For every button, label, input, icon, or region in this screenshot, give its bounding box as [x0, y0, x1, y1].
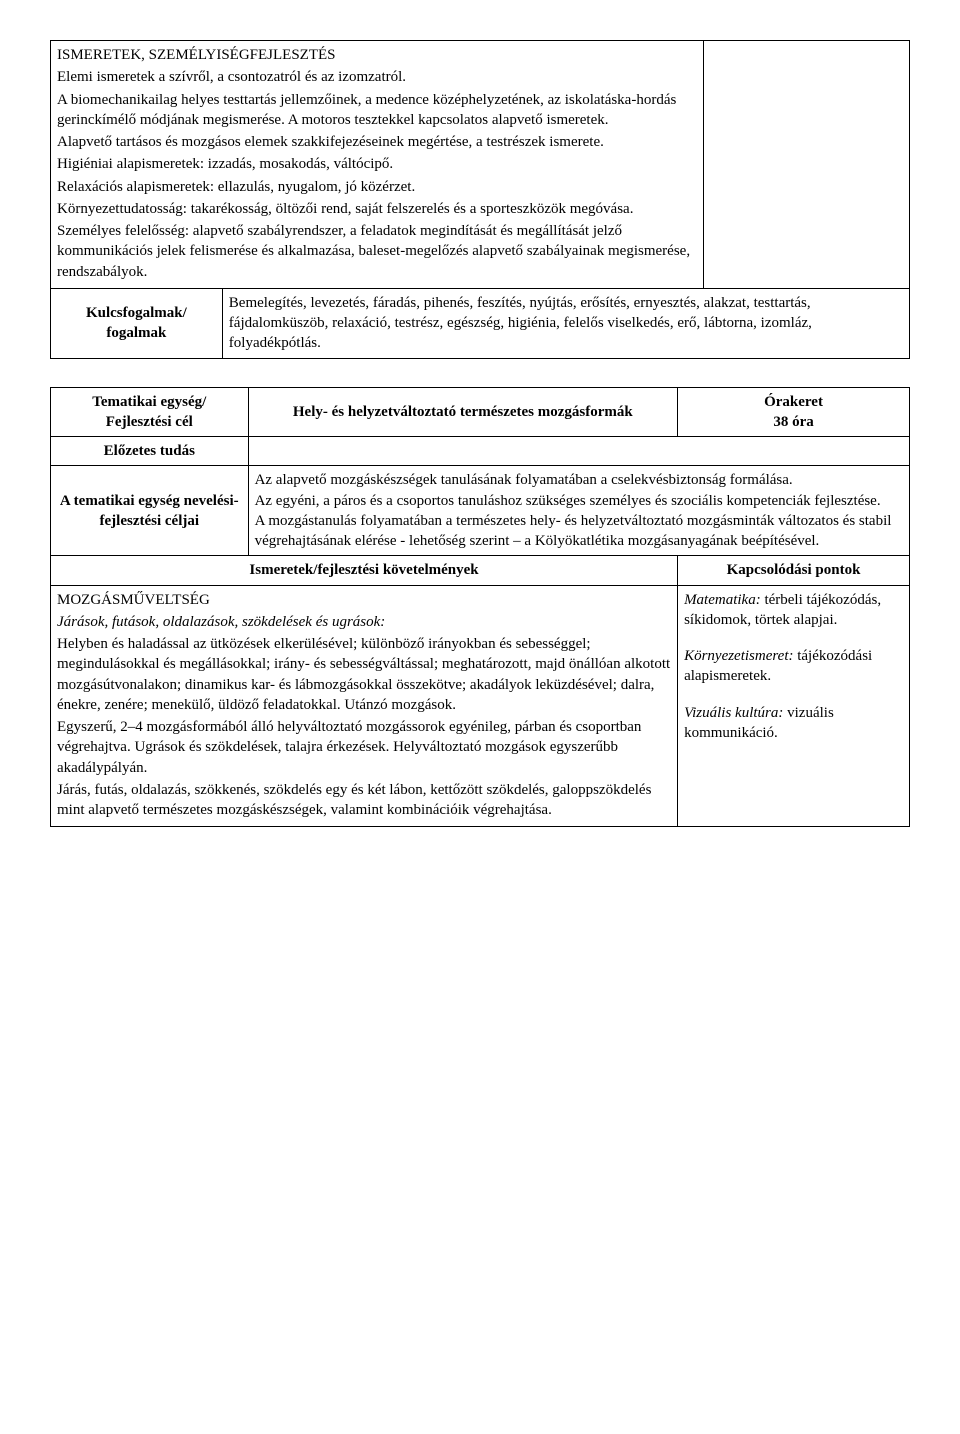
mid-r3-c2: Az alapvető mozgáskészségek tanulásának …	[248, 466, 909, 556]
kap-3: Vizuális kultúra: vizuális kommunikáció.	[684, 703, 903, 744]
mid-r1-c1: Tematikai egység/ Fejlesztési cél	[51, 387, 249, 437]
kap-3-i: Vizuális kultúra:	[684, 705, 783, 721]
spacer-2	[684, 689, 903, 703]
mid-r4-c2: Kapcsolódási pontok	[678, 556, 910, 585]
mozg-p1: Helyben és haladással az ütközések elker…	[57, 634, 671, 715]
mozg-sub1: Járások, futások, oldalazások, szökdelés…	[57, 612, 671, 632]
ism-p2: A biomechanikailag helyes testtartás jel…	[57, 90, 697, 131]
mid-r2-empty	[248, 437, 909, 466]
mozg-p2: Egyszerű, 2–4 mozgásformából álló helyvá…	[57, 717, 671, 778]
mid-r1-c3: Órakeret 38 óra	[678, 387, 910, 437]
mozg-p3: Járás, futás, oldalazás, szökkenés, szök…	[57, 780, 671, 821]
kap-1-i: Matematika:	[684, 592, 761, 608]
kap-1: Matematika: térbeli tájékozódás, síkidom…	[684, 590, 903, 631]
top-row-1: ISMERETEK, SZEMÉLYISÉGFEJLESZTÉS Elemi i…	[51, 41, 910, 289]
ism-p5: Relaxációs alapismeretek: ellazulás, nyu…	[57, 177, 697, 197]
mid-row-1: Tematikai egység/ Fejlesztési cél Hely- …	[51, 387, 910, 437]
mid-row-3: A tematikai egység nevelési-fejlesztési …	[51, 466, 910, 556]
mid-r2-c1: Előzetes tudás	[51, 437, 249, 466]
ism-heading: ISMERETEK, SZEMÉLYISÉGFEJLESZTÉS	[57, 45, 697, 65]
mid-r5-right: Matematika: térbeli tájékozódás, síkidom…	[678, 585, 910, 827]
top-row-2: Kulcsfogalmak/ fogalmak Bemelegítés, lev…	[51, 288, 910, 358]
mid-r3-c1: A tematikai egység nevelési-fejlesztési …	[51, 466, 249, 556]
mid-row-2: Előzetes tudás	[51, 437, 910, 466]
kulcsfogalmak-text: Bemelegítés, levezetés, fáradás, pihenés…	[222, 288, 909, 358]
top-table: ISMERETEK, SZEMÉLYISÉGFEJLESZTÉS Elemi i…	[50, 40, 910, 359]
mid-r1-c2: Hely- és helyzetváltoztató természetes m…	[248, 387, 678, 437]
top-r1-empty	[703, 41, 909, 289]
ism-p1: Elemi ismeretek a szívről, a csontozatró…	[57, 67, 697, 87]
mid-r4-c1: Ismeretek/fejlesztési követelmények	[51, 556, 678, 585]
ism-p4: Higiéniai alapismeretek: izzadás, mosako…	[57, 154, 697, 174]
ism-p6: Környezettudatosság: takarékosság, öltöz…	[57, 199, 697, 219]
mozg-heading: MOZGÁSMŰVELTSÉG	[57, 590, 671, 610]
ism-p3: Alapvető tartásos és mozgásos elemek sza…	[57, 132, 697, 152]
kap-2: Környezetismeret: tájékozódási alapismer…	[684, 646, 903, 687]
kap-2-i: Környezetismeret:	[684, 648, 793, 664]
mid-row-5: MOZGÁSMŰVELTSÉG Járások, futások, oldala…	[51, 585, 910, 827]
ism-p7: Személyes felelősség: alapvető szabályre…	[57, 221, 697, 282]
mid-table: Tematikai egység/ Fejlesztési cél Hely- …	[50, 387, 910, 828]
top-r1-left: ISMERETEK, SZEMÉLYISÉGFEJLESZTÉS Elemi i…	[51, 41, 704, 289]
mid-r5-left: MOZGÁSMŰVELTSÉG Járások, futások, oldala…	[51, 585, 678, 827]
spacer-1	[684, 632, 903, 646]
kulcsfogalmak-label: Kulcsfogalmak/ fogalmak	[51, 288, 223, 358]
mid-row-4: Ismeretek/fejlesztési követelmények Kapc…	[51, 556, 910, 585]
